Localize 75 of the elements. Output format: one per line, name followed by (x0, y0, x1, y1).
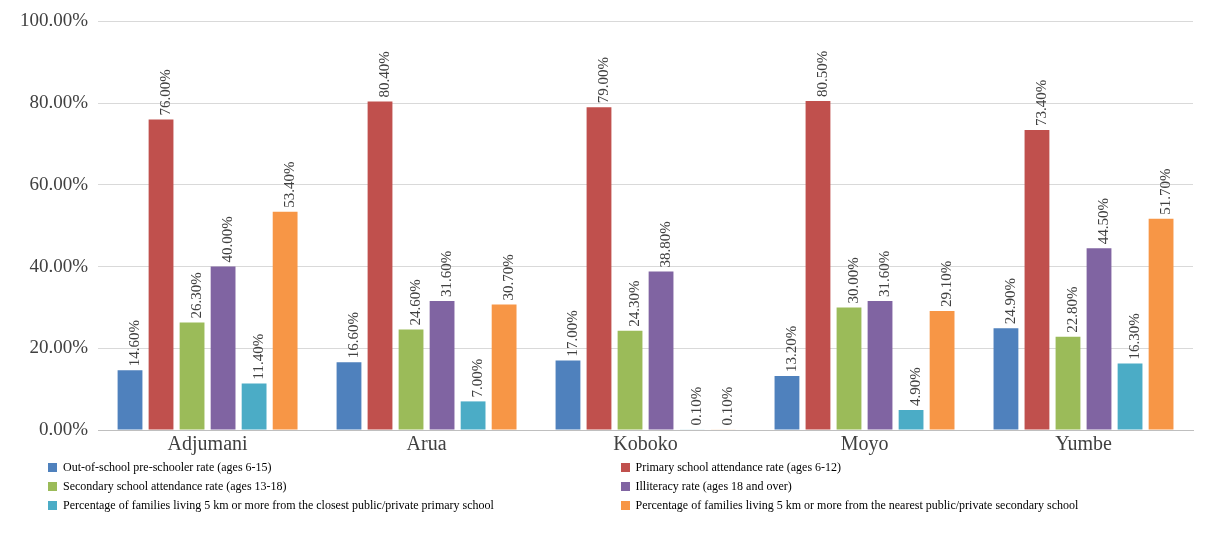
bar (398, 329, 424, 430)
bar (929, 311, 955, 430)
data-label: 24.90% (1001, 278, 1018, 325)
bar (774, 376, 800, 430)
bar (1024, 130, 1050, 430)
data-label: 14.60% (125, 320, 142, 367)
bar (867, 300, 893, 430)
x-tick-label: Moyo (840, 432, 889, 456)
bar (367, 101, 393, 430)
bar (210, 266, 236, 430)
data-label: 22.80% (1063, 286, 1080, 333)
bar (241, 383, 267, 430)
data-label: 24.30% (625, 280, 642, 327)
bar (148, 119, 174, 430)
data-label: 0.10% (688, 386, 705, 426)
data-label: 76.00% (156, 69, 173, 116)
y-tick-label: 100.00% (20, 9, 89, 31)
data-label: 51.70% (1157, 168, 1173, 215)
data-label: 31.60% (438, 250, 454, 297)
bar (836, 307, 862, 430)
data-label: 53.40% (281, 161, 298, 208)
data-label: 79.00% (594, 56, 611, 104)
data-label: 0.10% (719, 386, 736, 426)
data-label: 30.70% (500, 254, 517, 301)
legend-label: Percentage of families living 5 km or more from the closest public/private primary school (63, 498, 494, 513)
bar (1086, 248, 1112, 430)
data-label: 40.00% (219, 216, 236, 263)
bar (898, 409, 924, 430)
bar (617, 330, 643, 430)
bar (555, 360, 581, 430)
y-tick-label: 0.00% (39, 417, 89, 439)
bar (1055, 336, 1081, 430)
data-label: 26.30% (188, 272, 204, 319)
bar (429, 300, 455, 430)
data-label: 16.60% (344, 311, 361, 359)
bar (179, 322, 205, 430)
bar (648, 271, 674, 430)
legend-label: Out-of-school pre-schooler rate (ages 6-15) (63, 460, 272, 475)
y-tick-label: 60.00% (29, 172, 89, 194)
data-label: 7.00% (469, 358, 486, 398)
data-label: 17.00% (563, 310, 580, 357)
bar (336, 362, 362, 430)
data-label: 11.40% (250, 333, 267, 380)
bar (1117, 363, 1143, 430)
bar (272, 211, 298, 430)
x-tick-label: Yumbe (1055, 432, 1112, 455)
bar (1148, 218, 1174, 430)
data-label: 24.60% (406, 279, 423, 326)
x-tick-label: Adjumani (167, 432, 248, 456)
bar (586, 107, 612, 430)
bar (460, 401, 486, 430)
data-label: 80.50% (813, 50, 830, 98)
data-label: 13.20% (782, 325, 799, 373)
bar (993, 328, 1019, 430)
bar (117, 370, 143, 430)
data-label: 38.80% (656, 221, 673, 268)
data-label: 73.40% (1032, 79, 1049, 127)
data-label: 16.30% (1125, 313, 1142, 360)
legend-label: Secondary school attendance rate (ages 13-18) (63, 479, 287, 494)
data-label: 31.60% (875, 250, 892, 297)
data-label: 30.00% (844, 257, 861, 304)
y-tick-label: 40.00% (29, 254, 89, 276)
bar (491, 304, 517, 430)
data-label: 80.40% (375, 51, 392, 98)
data-label: 4.90% (906, 367, 923, 406)
y-tick-label: 20.00% (29, 336, 89, 358)
data-label: 29.10% (938, 260, 955, 308)
data-label: 44.50% (1094, 197, 1111, 245)
bar (805, 101, 831, 430)
legend-label: Percentage of families living 5 km or more from the nearest public/private secondary school (635, 498, 1079, 513)
legend-label: Primary school attendance rate (ages 6-12) (635, 460, 842, 475)
x-tick-label: Koboko (613, 432, 678, 455)
x-tick-label: Arua (406, 432, 447, 455)
legend-label: Illiteracy rate (ages 18 and over) (635, 479, 792, 494)
y-tick-label: 80.00% (29, 91, 89, 113)
